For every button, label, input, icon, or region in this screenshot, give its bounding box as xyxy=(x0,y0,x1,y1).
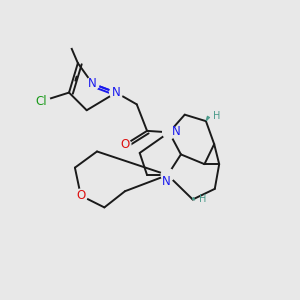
Text: N: N xyxy=(112,86,121,99)
Text: O: O xyxy=(120,138,130,151)
Text: N: N xyxy=(88,77,97,90)
Circle shape xyxy=(110,86,123,99)
Text: Cl: Cl xyxy=(35,95,47,108)
Circle shape xyxy=(74,189,87,202)
Text: H: H xyxy=(199,194,206,204)
Text: N: N xyxy=(172,125,181,138)
Text: O: O xyxy=(76,189,86,202)
Circle shape xyxy=(161,169,174,182)
Text: H: H xyxy=(213,110,221,121)
Circle shape xyxy=(119,139,131,151)
Circle shape xyxy=(32,93,50,110)
Text: N: N xyxy=(162,175,171,188)
Circle shape xyxy=(163,126,176,139)
Circle shape xyxy=(86,77,99,90)
Circle shape xyxy=(75,190,87,202)
Circle shape xyxy=(64,37,74,48)
